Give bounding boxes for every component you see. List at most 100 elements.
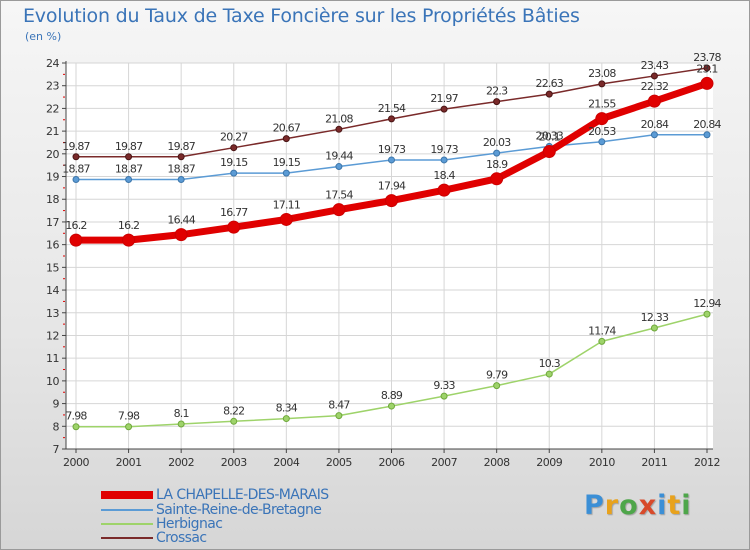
series-lines [69,64,714,431]
data-label: 20.67 [273,122,301,135]
axes: 7 8 9 10 11 12 13 14 15 16 17 18 19 20 21 22 23 24 2000 200… [46,57,721,469]
data-label: 19.73 [378,143,406,156]
y-tick-label: 12 [46,329,59,342]
data-label: 16.2 [65,219,86,232]
data-point [335,163,343,171]
data-point [650,324,658,332]
data-point [542,145,556,159]
data-point [122,233,136,247]
data-label: 9.33 [433,379,455,392]
x-tick-label: 2004 [273,456,299,469]
x-tick-label: 2000 [63,456,89,469]
data-label: 18.87 [62,162,90,175]
chart-title: Evolution du Taux de Taxe Foncière sur l… [23,5,580,27]
data-point [230,169,238,177]
data-point [177,420,185,428]
data-point [388,115,395,123]
data-point [598,80,606,88]
data-label: 19.87 [167,140,195,153]
y-tick-label: 18 [46,193,59,206]
data-point [335,125,343,133]
data-label: 8.22 [223,404,244,417]
data-point [545,90,553,98]
data-label: 8.34 [276,402,298,415]
data-point [703,310,711,318]
legend-label-1: Sainte-Reine-de-Bretagne [156,502,322,518]
x-tick-label: 2005 [326,456,352,469]
data-labels: 16.2 16.2 16.44 16.77 17.11 17.54 17.94 18.4 18.… [62,51,722,423]
data-point [335,412,343,420]
data-label: 23.08 [588,67,616,80]
y-tick-label: 10 [46,375,59,388]
legend-swatch-1 [101,509,153,511]
data-point [598,138,606,146]
data-label: 20.27 [220,131,248,144]
y-tick-label: 19 [46,171,59,184]
data-label: 16.77 [220,206,248,219]
data-label: 18.87 [115,162,143,175]
data-label: 16.2 [118,219,139,232]
y-tick-label: 23 [46,80,59,93]
legend-swatch-3 [101,537,153,539]
data-point [700,76,714,90]
data-label: 11.74 [588,324,616,337]
y-tick-label: 8 [53,420,60,433]
data-label: 9.79 [486,369,508,382]
data-label: 19.87 [62,140,90,153]
data-label: 20.53 [588,125,616,138]
data-point [282,169,290,177]
y-tick-label: 15 [46,261,59,274]
y-tick-label: 11 [46,352,59,365]
y-tick-label: 16 [46,239,59,252]
legend-label-3: Crossac [156,530,207,546]
data-point [598,337,606,345]
data-point [282,415,290,423]
data-label: 17.54 [325,189,353,202]
data-point [650,72,658,80]
data-point [493,382,501,390]
data-point [125,175,133,183]
data-point [545,370,553,378]
data-point [437,183,451,197]
data-label: 23.43 [641,59,669,72]
data-point [440,392,448,400]
data-label: 22.32 [641,80,669,93]
legend-item-1: Sainte-Reine-de-Bretagne [101,502,391,518]
data-label: 21.55 [588,98,616,111]
data-label: 20.33 [536,129,564,142]
data-point [388,156,395,164]
data-point [703,64,711,72]
data-point [69,233,83,247]
logo-letter: P [584,490,605,521]
data-label: 19.44 [325,150,353,163]
x-tick-label: 2012 [694,456,720,469]
data-point [490,172,504,186]
data-label: 18.9 [486,158,508,171]
logo-letter: r [604,490,620,521]
data-label: 16.44 [167,214,195,227]
data-point [177,175,185,183]
data-point [125,423,133,431]
y-tick-label: 9 [53,398,60,411]
data-point [595,112,609,126]
logo-letter: t [667,490,682,521]
data-point [650,131,658,139]
logo-letter: i [657,490,668,521]
legend-item-2: Herbignac [101,516,391,532]
data-label: 17.94 [378,180,406,193]
legend-swatch-2 [101,523,153,525]
x-tick-label: 2011 [641,456,667,469]
data-label: 17.11 [273,198,301,211]
data-point [703,131,711,139]
unit-label: (en %) [25,30,62,43]
legend-item-3: Crossac [101,530,391,546]
x-tick-label: 2003 [221,456,247,469]
legend-label-2: Herbignac [156,516,223,532]
y-tick-label: 7 [53,443,60,456]
data-point [177,153,185,161]
data-point [388,402,395,410]
x-tick-label: 2001 [116,456,142,469]
y-tick-label: 17 [46,216,59,229]
